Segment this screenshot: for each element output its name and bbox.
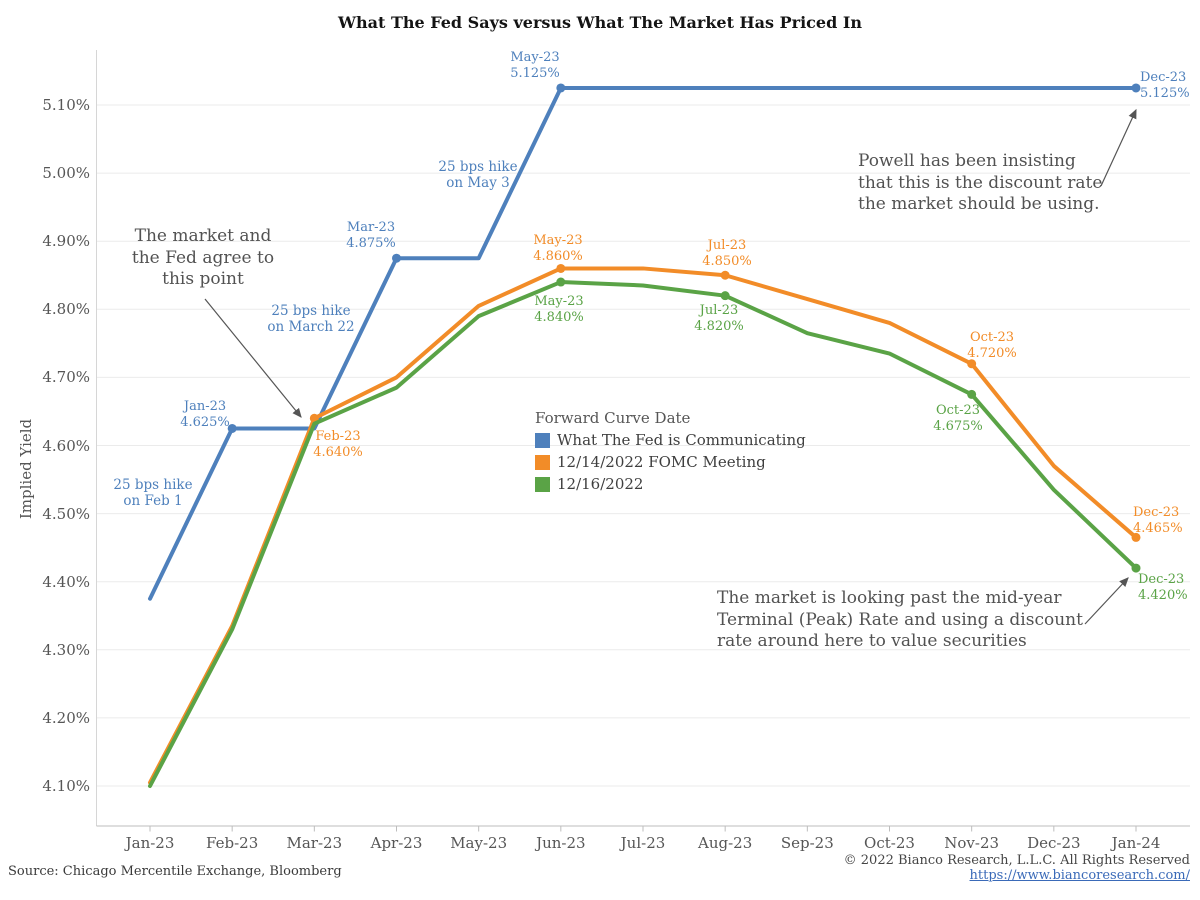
series-marker-dot bbox=[720, 270, 730, 280]
x-axis-tick-label: Oct-23 bbox=[864, 834, 915, 852]
series-marker-dot bbox=[967, 389, 977, 399]
x-axis-tick-label: Apr-23 bbox=[370, 834, 423, 852]
y-axis-tick-label: 4.20% bbox=[42, 708, 90, 727]
y-axis-tick-label: 4.30% bbox=[42, 640, 90, 659]
rate-hike-note: 25 bps hike on May 3 bbox=[438, 159, 518, 191]
series-point-label: Oct-23 4.720% bbox=[967, 330, 1017, 361]
x-axis-tick-label: Feb-23 bbox=[206, 834, 259, 852]
legend-item-label: 12/14/2022 FOMC Meeting bbox=[557, 453, 766, 471]
series-marker-dot bbox=[556, 83, 566, 93]
x-axis-tick-label: Jul-23 bbox=[620, 834, 666, 852]
x-axis-tick-label: Jun-23 bbox=[536, 834, 586, 852]
copyright-text: © 2022 Bianco Research, L.L.C. All Right… bbox=[843, 853, 1190, 868]
legend: Forward Curve Date What The Fed is Commu… bbox=[535, 409, 806, 498]
x-axis-tick-label: Nov-23 bbox=[944, 834, 1000, 852]
biancoresearch-link[interactable]: https://www.biancoresearch.com/ bbox=[969, 868, 1190, 883]
x-axis-tick-label: Mar-23 bbox=[286, 834, 343, 852]
x-axis-tick-label: Jan-23 bbox=[125, 834, 175, 852]
rate-hike-note: 25 bps hike on Feb 1 bbox=[113, 477, 193, 509]
y-axis-tick-label: 4.70% bbox=[42, 368, 90, 387]
x-axis-tick-label: Dec-23 bbox=[1027, 834, 1081, 852]
y-axis-tick-label: 4.60% bbox=[42, 436, 90, 455]
series-point-label: Dec-23 4.420% bbox=[1138, 572, 1188, 603]
legend-swatch bbox=[535, 432, 550, 448]
y-axis-tick-label: 5.00% bbox=[42, 164, 90, 183]
series-marker-dot bbox=[392, 253, 401, 263]
series-marker-dot bbox=[227, 423, 237, 433]
series-marker-dot bbox=[556, 277, 566, 287]
y-axis-tick-label: 5.10% bbox=[42, 96, 90, 114]
legend-item: 12/16/2022 bbox=[535, 475, 806, 493]
legend-item: 12/14/2022 FOMC Meeting bbox=[535, 453, 806, 471]
annotation-powell: Powell has been insisting that this is t… bbox=[858, 151, 1103, 214]
legend-rows: What The Fed is Communicating 12/14/2022 … bbox=[535, 431, 806, 493]
copyright-block: © 2022 Bianco Research, L.L.C. All Right… bbox=[844, 853, 1190, 883]
series-point-label: May-23 5.125% bbox=[510, 50, 560, 81]
series-point-label: Jul-23 4.850% bbox=[702, 238, 752, 269]
series-point-label: Jan-23 4.625% bbox=[180, 399, 230, 430]
series-point-label: May-23 4.840% bbox=[534, 294, 584, 325]
annotation-arrow bbox=[1084, 577, 1129, 625]
x-axis-tick-label: Jan-24 bbox=[1111, 834, 1161, 852]
y-axis-tick-label: 4.10% bbox=[42, 777, 90, 795]
y-axis-tick-label: 4.90% bbox=[42, 232, 90, 251]
y-axis-tick-label: 4.50% bbox=[42, 504, 90, 523]
rate-hike-note: 25 bps hike on March 22 bbox=[267, 303, 355, 335]
series-marker-dot bbox=[967, 359, 977, 369]
legend-item-label: What The Fed is Communicating bbox=[557, 431, 806, 449]
series-marker-dot bbox=[309, 413, 319, 423]
legend-item: What The Fed is Communicating bbox=[535, 431, 806, 449]
annotation-arrow bbox=[204, 298, 302, 418]
series-point-label: Mar-23 4.875% bbox=[346, 220, 396, 251]
source-note: Source: Chicago Mercentile Exchange, Blo… bbox=[8, 864, 342, 879]
series-point-label: Feb-23 4.640% bbox=[313, 429, 363, 460]
series-point-label: Dec-23 4.465% bbox=[1133, 505, 1183, 536]
series-point-label: Oct-23 4.675% bbox=[933, 403, 983, 434]
x-axis-tick-label: Aug-23 bbox=[698, 834, 753, 852]
legend-item-label: 12/16/2022 bbox=[557, 475, 644, 493]
legend-title: Forward Curve Date bbox=[535, 409, 691, 427]
annotation-market-fed-agree: The market and the Fed agree to this poi… bbox=[131, 226, 275, 289]
legend-swatch bbox=[535, 454, 550, 470]
annotation-market-looking-past: The market is looking past the mid-year … bbox=[717, 588, 1083, 651]
x-axis-tick-label: Sep-23 bbox=[780, 834, 834, 852]
legend-swatch bbox=[535, 476, 550, 492]
series-point-label: Dec-23 5.125% bbox=[1140, 70, 1190, 101]
series-marker-dot bbox=[720, 291, 730, 301]
series-marker-dot bbox=[1131, 532, 1141, 542]
series-point-label: May-23 4.860% bbox=[533, 233, 583, 264]
series-marker-dot bbox=[556, 263, 566, 273]
series-marker-dot bbox=[1131, 563, 1141, 573]
series-marker-dot bbox=[1131, 83, 1141, 93]
series-point-label: Jul-23 4.820% bbox=[694, 303, 744, 334]
y-axis-tick-label: 4.40% bbox=[42, 572, 90, 591]
chart-title: What The Fed Says versus What The Market… bbox=[338, 13, 862, 32]
y-axis-tick-label: 4.80% bbox=[42, 300, 90, 319]
x-axis-tick-label: May-23 bbox=[450, 834, 508, 852]
annotation-arrow bbox=[1100, 108, 1137, 187]
